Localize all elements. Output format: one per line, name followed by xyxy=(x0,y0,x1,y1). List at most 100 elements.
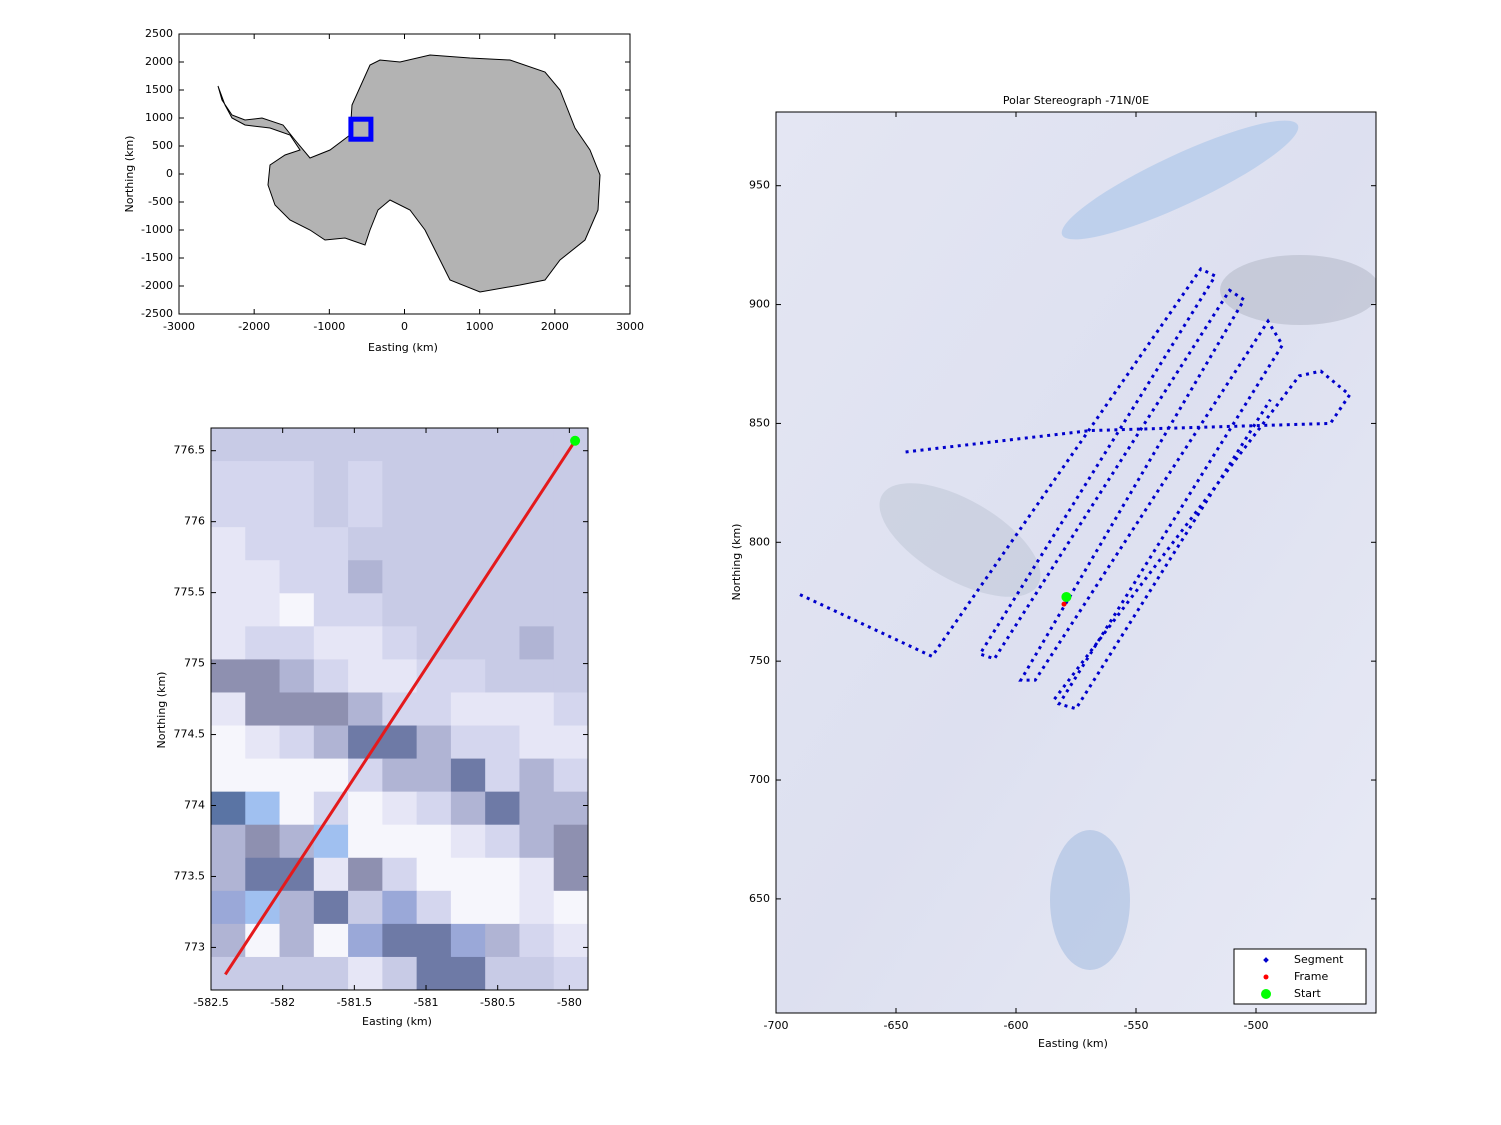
image-pixel xyxy=(519,923,555,958)
image-pixel xyxy=(485,692,520,727)
image-pixel xyxy=(211,527,246,561)
image-pixel xyxy=(279,725,315,760)
image-pixel xyxy=(348,692,383,727)
track-line xyxy=(224,439,577,976)
plot-area xyxy=(348,116,374,142)
image-pixel xyxy=(211,890,246,925)
image-pixel xyxy=(553,956,588,990)
image-pixel xyxy=(245,461,281,495)
image-pixels xyxy=(211,428,588,990)
image-pixel xyxy=(450,791,486,826)
image-pixel xyxy=(450,824,486,859)
image-pixel xyxy=(245,560,281,594)
image-pixel xyxy=(245,758,281,793)
y-tick-label: 0 xyxy=(166,167,173,180)
y-tick-label: 774 xyxy=(184,799,205,812)
image-pixel xyxy=(382,461,418,495)
image-pixel xyxy=(553,857,588,892)
image-pixel xyxy=(519,560,555,594)
y-tick-label: 773.5 xyxy=(174,869,206,882)
image-pixel xyxy=(211,956,246,990)
image-pixel xyxy=(279,692,315,727)
image-pixel xyxy=(211,758,246,793)
image-pixel xyxy=(450,923,486,958)
image-pixel xyxy=(313,461,349,495)
image-pixel xyxy=(485,593,520,627)
image-pixel xyxy=(245,626,281,660)
image-pixel xyxy=(348,527,383,561)
image-pixel xyxy=(211,791,246,826)
plot-area xyxy=(224,435,581,976)
image-pixel xyxy=(211,692,246,727)
image-pixel xyxy=(313,593,349,627)
start-marker xyxy=(570,435,581,446)
x-tick-label: -700 xyxy=(764,1019,789,1032)
image-pixel xyxy=(416,758,452,793)
image-pixel xyxy=(245,593,281,627)
y-tick-label: -1000 xyxy=(141,223,173,236)
image-pixel xyxy=(519,659,555,693)
image-pixel xyxy=(416,461,452,495)
image-pixel xyxy=(348,791,383,826)
image-pixel xyxy=(416,890,452,925)
y-tick-label: 2500 xyxy=(145,27,173,40)
map-background xyxy=(217,54,601,293)
x-tick-label: -600 xyxy=(1004,1019,1029,1032)
image-pixel xyxy=(450,527,486,561)
image-pixel xyxy=(519,692,555,727)
image-pixel xyxy=(211,560,246,594)
image-pixel xyxy=(245,527,281,561)
image-pixel xyxy=(416,527,452,561)
image-pixel xyxy=(416,428,452,462)
y-tick-label: 750 xyxy=(749,654,770,667)
x-tick-label: -580.5 xyxy=(480,996,515,1009)
legend-swatch xyxy=(1261,989,1271,999)
image-pixel xyxy=(416,560,452,594)
image-pixel xyxy=(416,725,452,760)
x-tick-label: -550 xyxy=(1124,1019,1149,1032)
image-pixel xyxy=(416,923,452,958)
chart-title: Polar Stereograph -71N/0E xyxy=(1003,94,1149,107)
image-pixel xyxy=(553,824,588,859)
image-pixel xyxy=(450,560,486,594)
image-pixel xyxy=(519,626,555,660)
y-tick-label: 900 xyxy=(749,298,770,311)
image-pixel xyxy=(382,890,418,925)
y-tick-label: 774.5 xyxy=(174,728,206,741)
image-pixel xyxy=(553,890,588,925)
image-pixel xyxy=(279,791,315,826)
image-pixel xyxy=(485,461,520,495)
plot-area xyxy=(799,266,1352,711)
image-pixel xyxy=(553,758,588,793)
image-pixel xyxy=(485,560,520,594)
x-tick-label: 3000 xyxy=(616,320,644,333)
legend-label: Start xyxy=(1294,987,1322,1000)
charts: -3000 -2000 -1000 0 1000 2000 3000 -2500 -2000 -1… xyxy=(123,27,1377,1050)
y-tick-label: 2000 xyxy=(145,55,173,68)
image-pixel xyxy=(450,758,486,793)
image-pixel xyxy=(348,890,383,925)
image-pixel xyxy=(519,461,555,495)
image-pixel xyxy=(553,923,588,958)
image-pixel xyxy=(382,758,418,793)
image-pixel xyxy=(348,758,383,793)
image-pixel xyxy=(279,824,315,859)
y-tick-label: 500 xyxy=(152,139,173,152)
x-tick-label: -580 xyxy=(557,996,582,1009)
blue-ice xyxy=(1050,830,1130,970)
image-pixel xyxy=(382,428,418,462)
image-pixel xyxy=(553,791,588,826)
image-pixel xyxy=(450,494,486,528)
y-tick-label: -1500 xyxy=(141,251,173,264)
x-axis-label: Easting (km) xyxy=(362,1015,432,1028)
image-pixel xyxy=(553,725,588,760)
image-pixel xyxy=(313,626,349,660)
y-tick-label: 776 xyxy=(184,515,205,528)
image-pixel xyxy=(279,560,315,594)
image-pixel xyxy=(211,824,246,859)
image-pixel xyxy=(485,956,520,990)
image-pixel xyxy=(450,692,486,727)
axes-frame xyxy=(210,427,589,991)
image-pixel xyxy=(279,659,315,693)
image-pixel xyxy=(450,659,486,693)
